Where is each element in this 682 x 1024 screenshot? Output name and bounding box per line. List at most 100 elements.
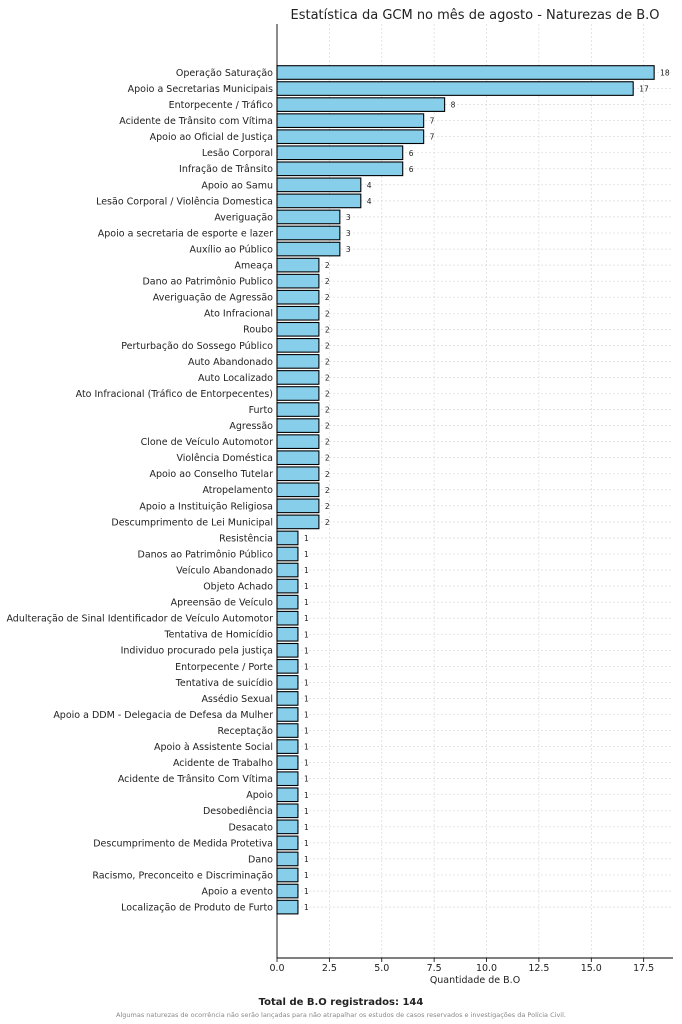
category-label: Apoio a DDM - Delegacia de Defesa da Mul…	[53, 710, 273, 721]
data-label: 6	[409, 165, 414, 174]
data-label: 1	[304, 807, 309, 816]
bar	[276, 402, 320, 417]
x-axis-label: Quantidade de B.O	[430, 975, 520, 986]
bar	[276, 434, 320, 450]
data-label: 1	[304, 839, 309, 848]
bar	[276, 546, 299, 562]
data-label: 1	[304, 855, 309, 864]
category-label: Individuo procurado pela justiça	[121, 646, 273, 657]
category-label: Apreensão de Veículo	[171, 598, 274, 609]
data-label: 4	[367, 181, 372, 190]
data-label: 18	[660, 69, 670, 78]
category-label: Ato Infracional (Tráfico de Entorpecente…	[76, 389, 273, 400]
category-label: Resistência	[219, 533, 273, 544]
data-label: 1	[304, 534, 309, 543]
data-label: 1	[304, 823, 309, 832]
data-label: 1	[304, 630, 309, 639]
bar	[276, 354, 320, 369]
bar	[276, 466, 320, 482]
bar	[276, 707, 299, 722]
bar	[276, 803, 299, 819]
data-label: 2	[325, 325, 330, 334]
category-label: Entorpecente / Tráfico	[169, 100, 274, 111]
bar	[276, 305, 320, 321]
data-label: 1	[304, 775, 309, 784]
data-label: 1	[304, 678, 309, 687]
x-tick-label: 5.0	[374, 963, 389, 974]
category-label: Ameaça	[235, 261, 273, 272]
bar	[276, 514, 320, 530]
category-label: Atropelamento	[202, 485, 273, 496]
data-label: 2	[325, 357, 330, 366]
category-label: Objeto Achado	[203, 582, 273, 593]
category-label: Agressão	[229, 421, 273, 432]
bar	[276, 867, 299, 883]
bar	[276, 578, 299, 594]
category-label: Desacato	[228, 822, 273, 833]
bar	[276, 97, 446, 112]
bar	[276, 482, 320, 498]
data-label: 1	[304, 582, 309, 591]
chart-title: Estatística da GCM no mês de agosto - Na…	[290, 8, 659, 23]
bar	[276, 193, 362, 209]
bar	[276, 289, 320, 305]
bar	[276, 161, 404, 177]
category-label: Tentativa de suicídio	[175, 678, 273, 689]
data-label: 2	[325, 486, 330, 495]
data-label: 2	[325, 277, 330, 286]
data-label: 2	[325, 293, 330, 302]
category-label: Lesão Corporal / Violência Domestica	[96, 196, 273, 207]
data-label: 1	[304, 711, 309, 720]
bar	[276, 787, 299, 803]
category-label: Perturbação do Sossego Público	[121, 341, 273, 352]
data-label: 2	[325, 438, 330, 447]
bar	[276, 835, 299, 851]
category-label: Auto Localizado	[198, 373, 273, 384]
bar	[276, 225, 341, 241]
data-label: 7	[430, 133, 435, 142]
data-label: 3	[346, 245, 351, 254]
data-label: 2	[325, 261, 330, 270]
bar	[276, 739, 299, 754]
bar	[276, 450, 320, 466]
bar	[276, 819, 299, 835]
data-label: 8	[451, 101, 456, 110]
category-label: Danos ao Patrimônio Público	[138, 549, 274, 560]
bar	[276, 81, 634, 96]
x-tick-label: 12.5	[528, 963, 549, 974]
category-label: Localização de Produto de Furto	[121, 903, 273, 914]
data-label: 1	[304, 759, 309, 768]
data-label: 1	[304, 646, 309, 655]
data-label: 1	[304, 566, 309, 575]
data-label: 2	[325, 373, 330, 382]
category-label: Apoio	[246, 790, 273, 801]
data-label: 2	[325, 390, 330, 399]
x-tick-label: 15.0	[581, 963, 602, 974]
category-label: Auxílio ao Público	[190, 244, 274, 255]
data-label: 2	[325, 422, 330, 431]
bar	[276, 257, 320, 273]
bar	[276, 129, 425, 145]
bar	[276, 530, 299, 546]
category-label: Lesão Corporal	[202, 148, 273, 159]
x-tick-label: 17.5	[633, 963, 654, 974]
category-label: Apoio a Instituição Religiosa	[139, 501, 273, 512]
data-label: 4	[367, 197, 372, 206]
x-tick-label: 0.0	[269, 963, 284, 974]
bar	[276, 498, 320, 514]
bar	[276, 209, 341, 225]
category-label: Operação Saturação	[176, 68, 273, 79]
category-label: Apoio ao Samu	[201, 180, 273, 191]
bar	[276, 386, 320, 401]
data-label: 1	[304, 694, 309, 703]
data-label: 2	[325, 518, 330, 527]
category-label: Receptação	[217, 726, 273, 737]
bar	[276, 321, 320, 337]
x-tick-label: 10.0	[476, 963, 497, 974]
category-label: Apoio a evento	[201, 886, 273, 897]
bar	[276, 642, 299, 658]
data-label: 2	[325, 406, 330, 415]
data-label: 1	[304, 598, 309, 607]
bar	[276, 273, 320, 289]
